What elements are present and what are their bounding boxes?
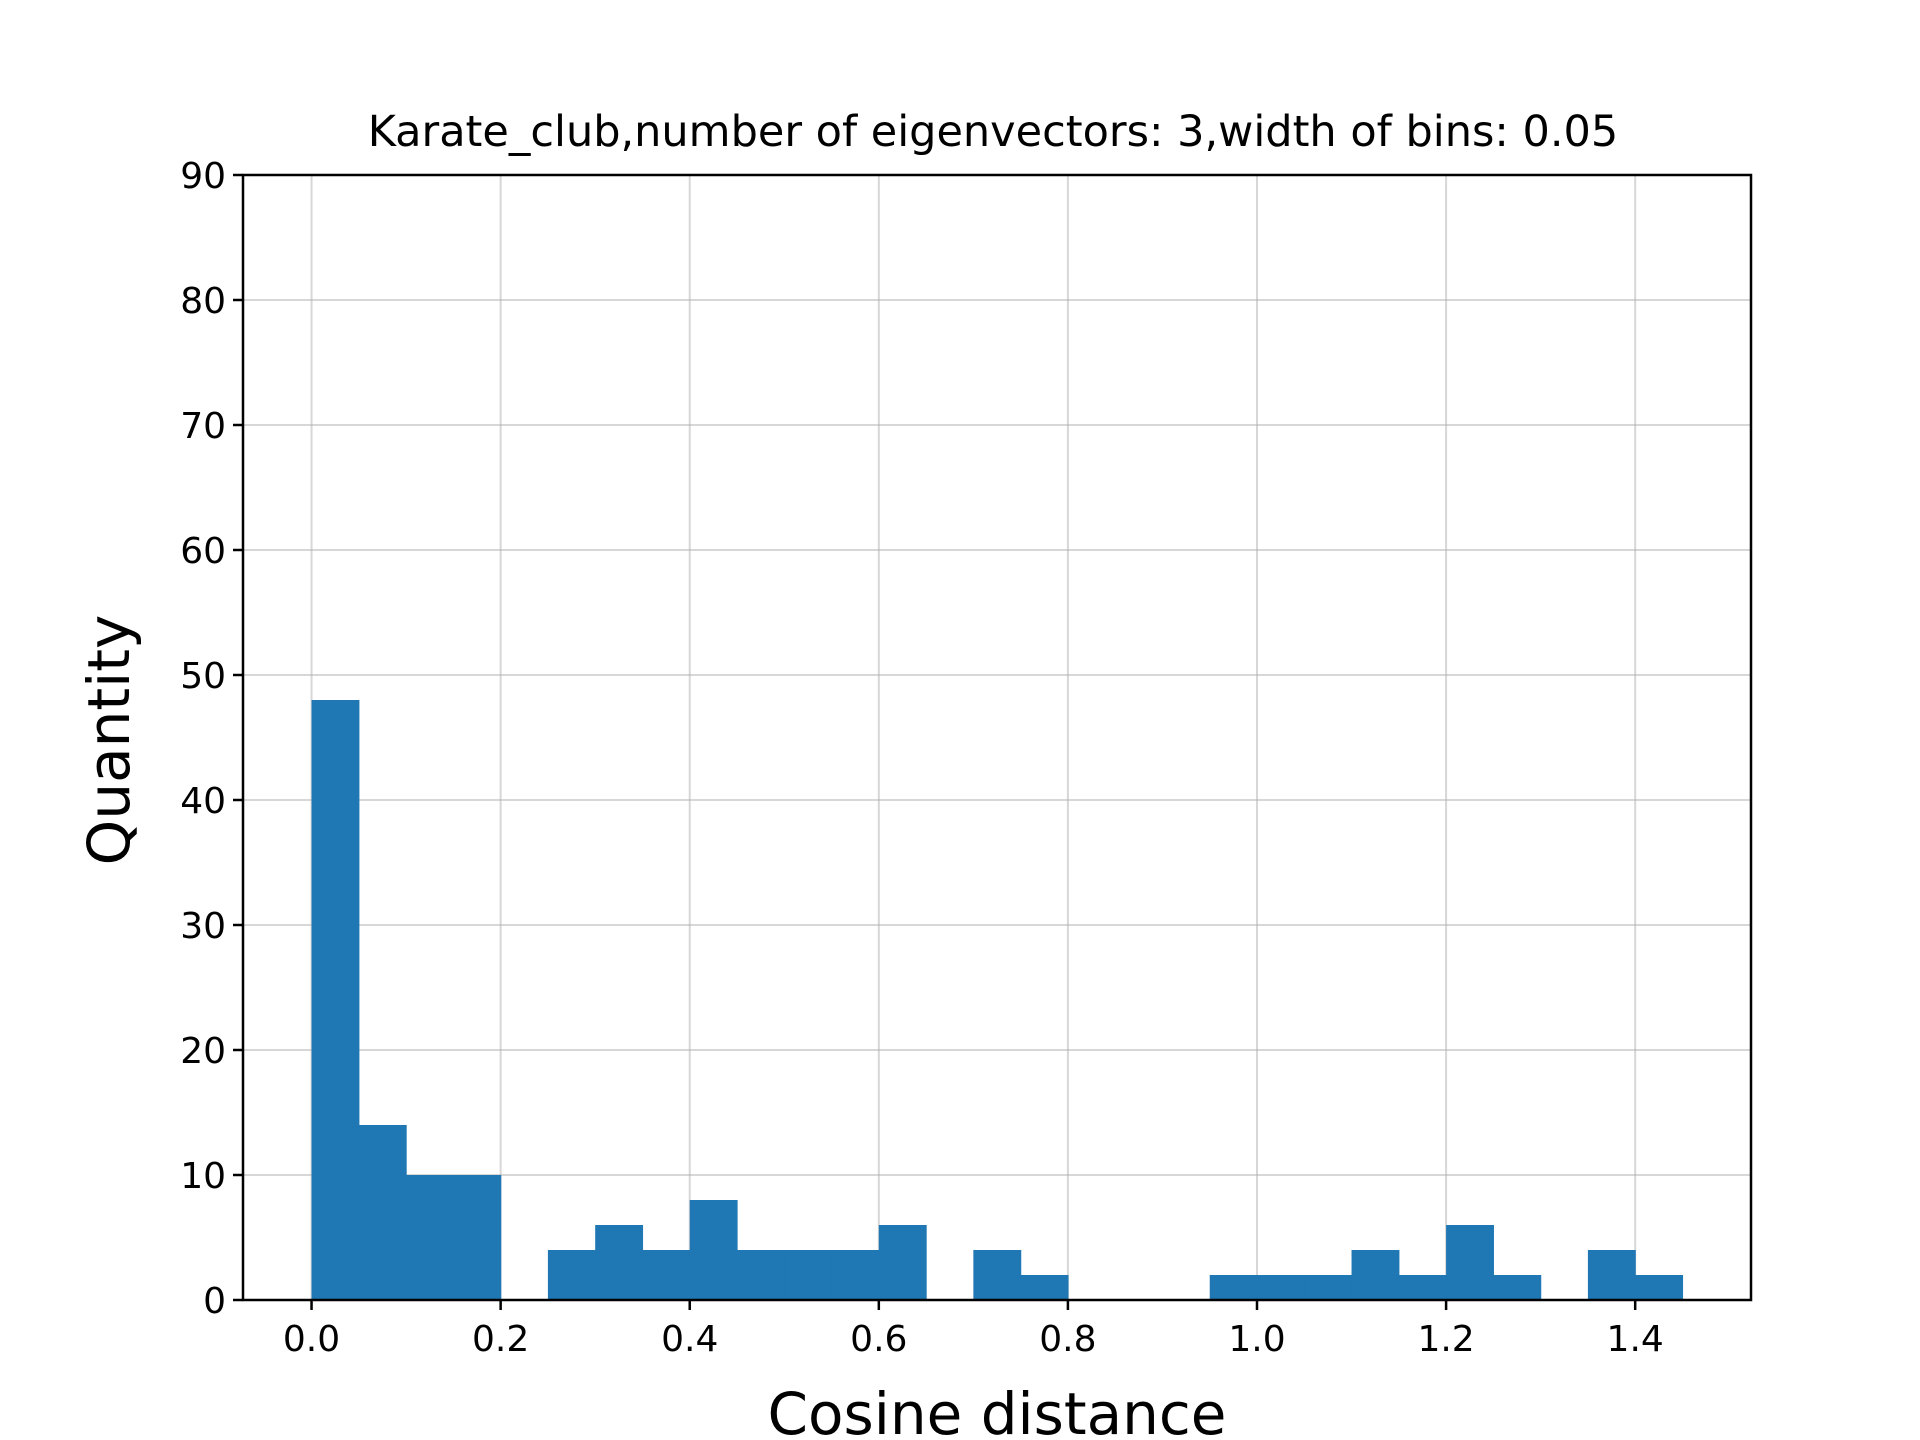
y-tick-label: 10 [180,1156,226,1197]
histogram-bar [311,700,360,1300]
histogram-bar [1257,1275,1305,1300]
y-tick-label: 40 [180,781,226,822]
histogram-bar [642,1250,691,1300]
histogram-bar [453,1175,502,1300]
y-tick-label: 30 [180,906,226,947]
histogram-bar [689,1200,738,1300]
x-axis-label: Cosine distance [768,1380,1227,1440]
x-axis: 0.0 0.2 0.4 0.6 0.8 1.0 1.2 1.4 [283,1300,1664,1360]
histogram-bar [1587,1250,1636,1300]
x-tick-label: 1.4 [1607,1319,1664,1360]
y-axis: 0 10 20 30 40 50 60 70 80 90 [180,156,243,1322]
x-tick-label: 1.2 [1417,1319,1474,1360]
histogram-bar [1304,1275,1353,1300]
y-tick-label: 20 [180,1031,226,1072]
histogram-bar [406,1175,454,1300]
histogram-bar [1446,1225,1494,1300]
y-tick-label: 0 [203,1281,226,1322]
x-tick-label: 1.0 [1228,1319,1285,1360]
x-tick-label: 0.6 [850,1319,907,1360]
histogram-bar [1020,1275,1069,1300]
histogram-bar [1493,1275,1542,1300]
histogram-bar [784,1250,833,1300]
histogram-bar [1635,1275,1684,1300]
histogram-bar [358,1125,407,1300]
plot-area: 0.0 0.2 0.4 0.6 0.8 1.0 1.2 1.4 0 10 20 30 40 50 60 70… [180,156,1753,1360]
histogram-bar [831,1250,880,1300]
histogram-bar [973,1250,1022,1300]
y-tick-label: 90 [180,156,226,197]
y-tick-label: 60 [180,531,226,572]
histogram-bars [311,700,1684,1300]
y-tick-label: 80 [180,281,226,322]
histogram-bar [878,1225,927,1300]
histogram-bar [1351,1250,1400,1300]
histogram-bar [547,1250,596,1300]
histogram-bar [595,1225,644,1300]
chart-title: Karate_club,number of eigenvectors: 3,wi… [368,107,1619,157]
x-tick-label: 0.4 [661,1319,718,1360]
histogram-bar [737,1250,785,1300]
x-tick-label: 0.8 [1039,1319,1096,1360]
x-tick-label: 0.2 [472,1319,529,1360]
y-axis-label: Quantity [75,615,143,866]
x-tick-label: 0.0 [283,1319,340,1360]
plot-background [243,175,1751,1300]
histogram-bar [1398,1275,1447,1300]
histogram-bar [1209,1275,1258,1300]
y-tick-label: 50 [180,656,226,697]
plot-frame [241,173,1753,1302]
y-tick-label: 70 [180,406,226,447]
